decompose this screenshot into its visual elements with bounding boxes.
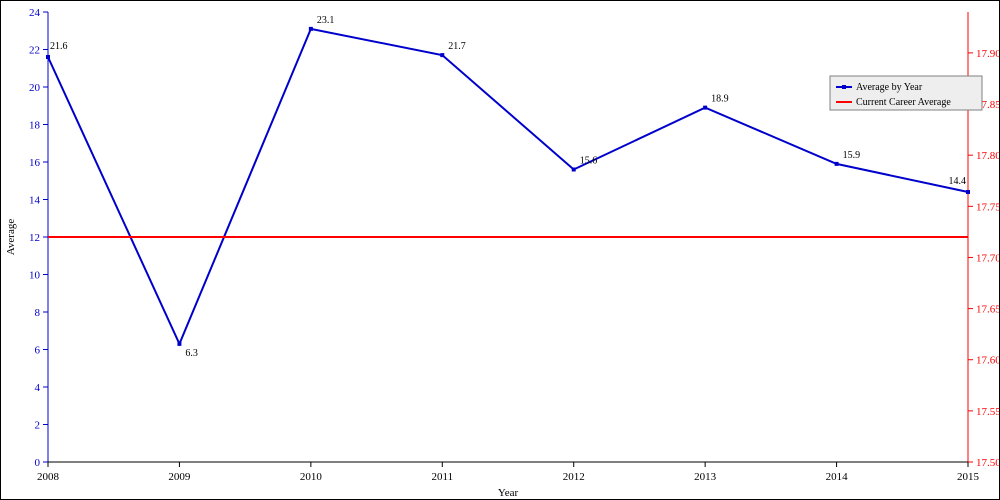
chart-border [0,0,1000,500]
chart-container: 024681012141618202224Average17.5017.5517… [0,0,1000,500]
